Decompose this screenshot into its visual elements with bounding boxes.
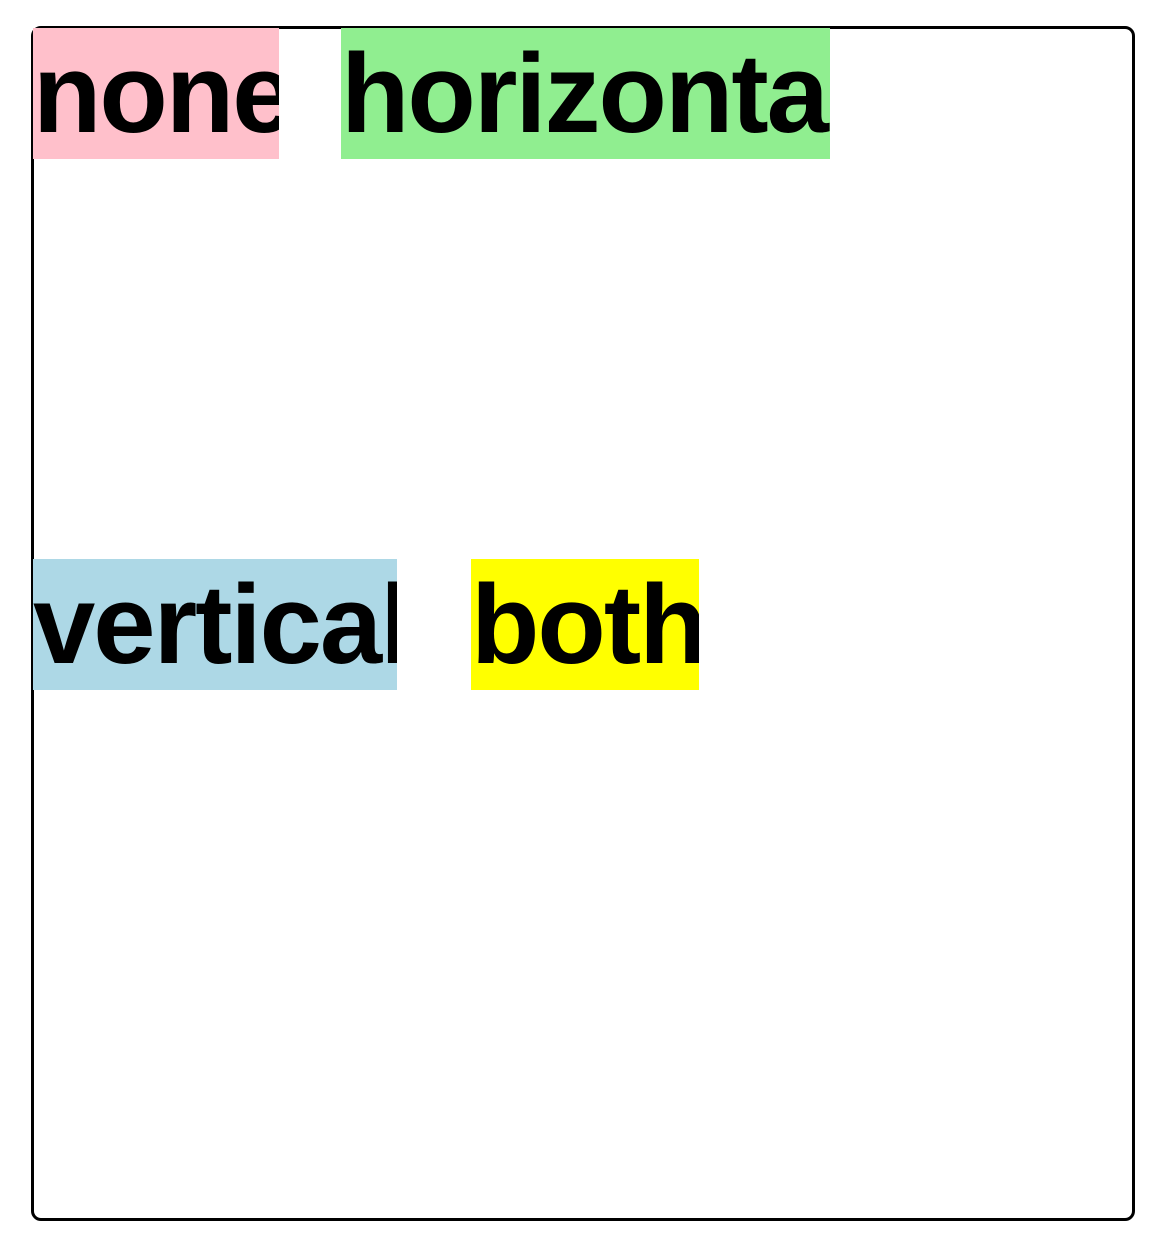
label-none: none (33, 28, 279, 159)
label-vertical: vertical (33, 559, 397, 690)
label-horizontal: horizontal (341, 28, 830, 159)
label-both: both (471, 559, 699, 690)
